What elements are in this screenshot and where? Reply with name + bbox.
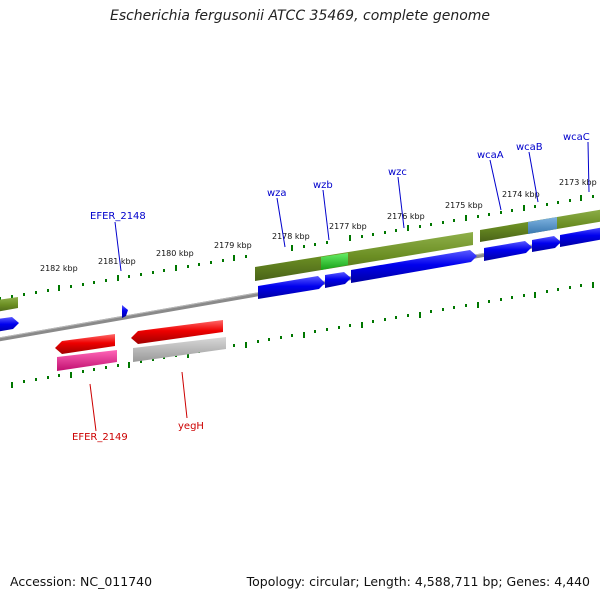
ruler-label: 2176 kbp [387,212,425,221]
gene-feature-wzb[interactable] [321,253,348,270]
upper-ruler [0,195,594,300]
gene-label-EFER_2148[interactable]: EFER_2148 [90,211,146,222]
cds-feature-EFER_2149[interactable] [55,334,115,354]
ruler-label: 2174 kbp [502,190,540,199]
ruler-label: 2177 kbp [329,222,367,231]
ruler-label: 2182 kbp [40,264,78,273]
ruler-label: 2178 kbp [272,232,310,241]
ruler-label: 2175 kbp [445,201,483,210]
leader-line [322,189,330,241]
leader-line [397,176,405,229]
ruler-label: 2180 kbp [156,249,194,258]
cds-feature-wcaB[interactable] [532,236,561,252]
cds-feature-EFER_2148[interactable] [122,305,128,318]
gene-label-wcaA[interactable]: wcaA [477,150,504,161]
cds-feature-wcaC[interactable] [560,226,600,247]
cds-feature[interactable] [0,317,19,333]
leader-line [587,141,590,193]
leader-line [528,151,539,203]
accession-text: Accession: NC_011740 [10,574,153,589]
page-title: Escherichia fergusonii ATCC 35469, compl… [109,8,491,24]
gene-label-wzb[interactable]: wzb [313,180,333,191]
leader-line [89,383,97,432]
leader-line [181,371,188,419]
gene-feature[interactable] [0,297,18,313]
gene-feature-wza-wzc[interactable] [255,232,473,281]
gene-label-wza[interactable]: wza [267,188,287,199]
cds-feature-wzb[interactable] [325,272,351,288]
gene-feature-yegH[interactable] [133,337,226,362]
lower-ruler [11,282,594,388]
ruler-label: 2173 kbp [559,178,597,187]
cds-feature-wza[interactable] [258,276,325,299]
gene-label-wzc[interactable]: wzc [388,167,407,178]
leader-line [114,221,122,272]
leader-line [276,197,286,248]
ruler-label: 2181 kbp [98,257,136,266]
gene-label-EFER_2149[interactable]: EFER_2149 [72,432,128,443]
cds-feature-wcaA[interactable] [484,241,532,261]
gene-label-yegH[interactable]: yegH [178,421,204,432]
gene-label-wcaC[interactable]: wcaC [563,132,590,143]
gene-feature-EFER_2149[interactable] [57,350,117,371]
gene-label-wcaB[interactable]: wcaB [516,142,543,153]
genome-summary: Topology: circular; Length: 4,588,711 bp… [246,574,590,589]
cds-feature-wzc[interactable] [351,250,477,283]
gene-feature-wcaB[interactable] [528,217,557,234]
leader-line [489,159,502,211]
ruler-label: 2179 kbp [214,241,252,250]
cds-feature-yegH[interactable] [131,320,223,344]
